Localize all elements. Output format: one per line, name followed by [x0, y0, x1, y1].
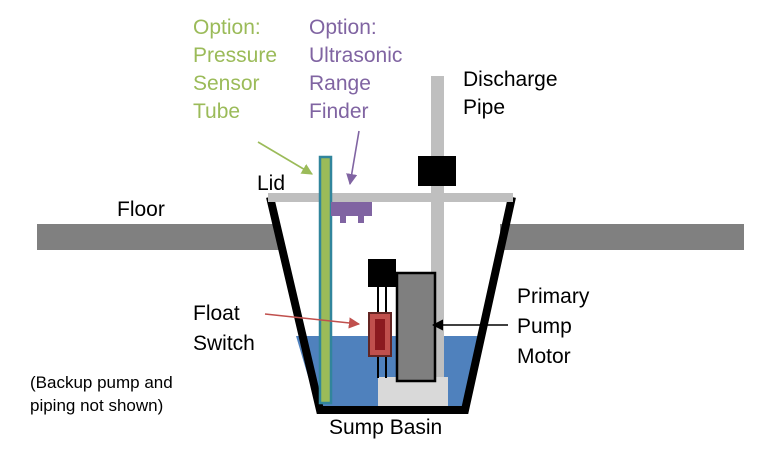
pressure-sensor-label: Option: Pressure Sensor Tube	[193, 14, 277, 126]
ultrasonic-range-finder	[331, 202, 372, 223]
pressure-sensor-arrow	[257, 141, 313, 175]
primary-pump-motor-label: Primary Pump Motor	[517, 282, 589, 372]
floor-right	[500, 224, 744, 250]
sump-basin-walls	[266, 196, 516, 414]
primary-pump-motor-line-1: Primary	[517, 285, 590, 308]
sump-basin-label: Sump Basin	[329, 416, 443, 439]
pressure-sensor-tube	[318, 155, 333, 405]
backup-note-line-2: piping not shown)	[30, 396, 164, 415]
lid	[268, 193, 513, 202]
discharge-pipe-label: Discharge Pipe	[463, 66, 558, 122]
pump-motor	[395, 271, 437, 383]
float-switch-line-2: Switch	[193, 332, 255, 355]
float-switch-core	[375, 319, 385, 350]
pressure-sensor-line-1: Option:	[193, 16, 261, 39]
ultrasonic-arrow	[346, 130, 360, 186]
ultrasonic-label: Option: Ultrasonic Range Finder	[309, 14, 402, 126]
float-switch-arrow	[264, 313, 361, 329]
lid-label: Lid	[257, 172, 286, 195]
pressure-sensor-line-3: Sensor	[193, 72, 260, 95]
backup-note-line-1: (Backup pump and	[30, 373, 173, 392]
float-switch-line-1: Float	[193, 302, 240, 325]
floor-left	[37, 224, 280, 250]
ultrasonic-line-2: Ultrasonic	[309, 44, 403, 67]
pressure-sensor-line-2: Pressure	[193, 44, 278, 67]
primary-pump-motor-line-3: Motor	[517, 345, 571, 368]
primary-pump-motor-line-2: Pump	[517, 315, 572, 338]
check-valve	[418, 156, 456, 186]
backup-note: (Backup pump and piping not shown)	[30, 371, 173, 417]
ultrasonic-line-3: Range	[309, 72, 371, 95]
ultrasonic-line-4: Finder	[309, 100, 369, 123]
discharge-pipe-line-1: Discharge	[463, 68, 558, 91]
floor-label: Floor	[117, 198, 165, 221]
discharge-pipe-line-2: Pipe	[463, 96, 506, 119]
pressure-sensor-line-4: Tube	[193, 100, 241, 123]
float-switch-label: Float Switch	[193, 299, 255, 359]
float-switch-head	[368, 259, 396, 287]
ultrasonic-line-1: Option:	[309, 16, 377, 39]
